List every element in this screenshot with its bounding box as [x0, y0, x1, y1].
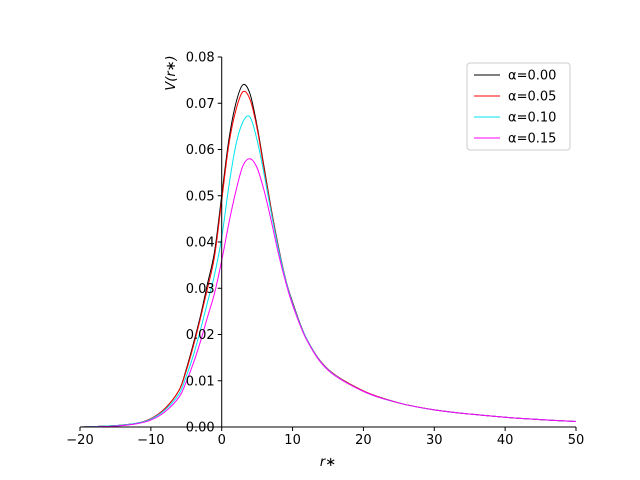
- y-tick-label: 0.07: [186, 97, 215, 112]
- legend-label: α=0.15: [508, 132, 556, 147]
- y-tick-label: 0.08: [186, 51, 215, 66]
- x-tick-label: 20: [355, 433, 372, 448]
- y-tick-label: 0.06: [186, 143, 215, 158]
- x-tick-label: 40: [497, 433, 514, 448]
- x-tick-label: 50: [568, 433, 585, 448]
- x-axis-label: r∗: [320, 455, 336, 470]
- x-tick-label: −20: [66, 433, 93, 448]
- legend-label: α=0.05: [508, 90, 556, 105]
- y-tick-label: 0.03: [186, 282, 215, 297]
- legend: α=0.00 α=0.05 α=0.10 α=0.15: [466, 62, 571, 151]
- series-line-3: [79, 158, 577, 428]
- y-tick-label: 0.02: [186, 328, 215, 343]
- x-tick-label: 10: [284, 433, 301, 448]
- legend-label: α=0.10: [508, 111, 556, 126]
- y-tick-label: 0.04: [186, 236, 215, 251]
- y-tick-label: 0.00: [186, 421, 215, 436]
- x-tick-label: 30: [426, 433, 443, 448]
- ticks: −20 −10 0 10 20 30 40 50 0.00 0.01 0.02 0.03 0.04 0.0…: [66, 51, 584, 449]
- legend-frame: [466, 62, 571, 151]
- series-lines: [79, 83, 577, 428]
- y-tick-label: 0.05: [186, 189, 215, 204]
- legend-label: α=0.00: [508, 69, 556, 84]
- x-tick-label: 0: [218, 433, 226, 448]
- y-axis-label: V(r∗): [164, 55, 179, 90]
- x-tick-label: −10: [137, 433, 164, 448]
- y-tick-label: 0.01: [186, 374, 215, 389]
